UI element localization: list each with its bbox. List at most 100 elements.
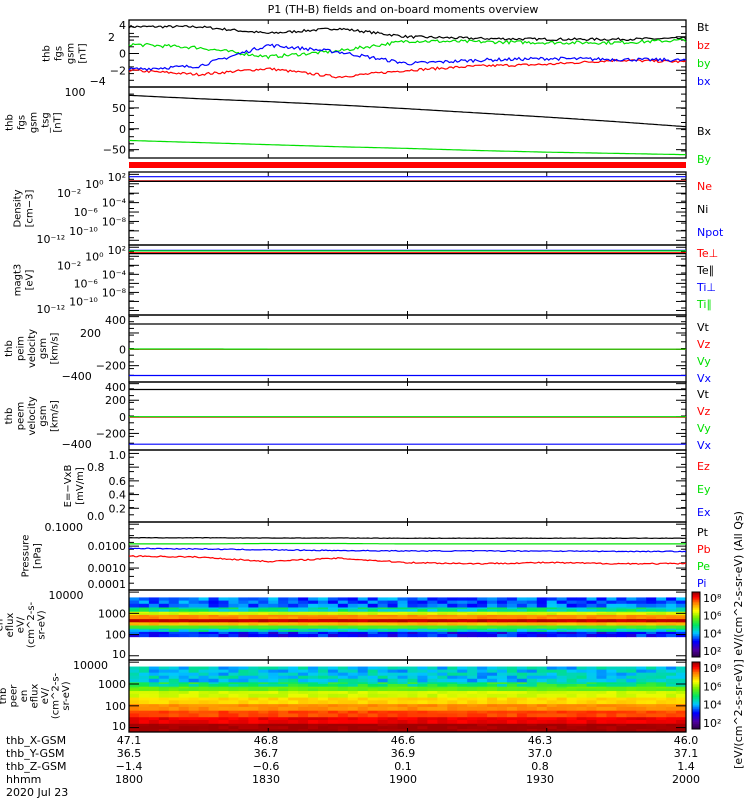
spectrogram-cell [576,666,588,671]
spectrogram-cell [616,726,627,730]
legend-efield-Ez: Ez [697,460,710,473]
pressure-ylabel: Pressure [nPa] [21,535,44,578]
spectrogram-cell [586,618,597,621]
spectrogram-cell [377,600,389,605]
spectrogram-cell [337,675,349,680]
spectrogram-cell [447,703,458,708]
spectrogram-cell [676,603,687,608]
spectrogram-cell [288,700,299,705]
spectrogram-cell [556,716,568,721]
spectrogram-cell [258,621,269,624]
spectrogram-cell [228,681,239,685]
spectrogram-cell [626,693,637,698]
spectrogram-cell [218,681,229,685]
spectrogram-cell [288,600,299,605]
spectrogram-cell [148,681,160,685]
y-axis-label-line: [km/s] [50,332,61,364]
spectrogram-cell [248,600,259,605]
spectrogram-cell [487,723,498,727]
spectrogram-cell [347,713,359,718]
spectrogram-cell [347,614,359,618]
spectrogram-cell [506,614,518,618]
y-axis-label-line: gsm [38,405,49,426]
spectrogram-cell [497,628,508,631]
spectrogram-cell [616,629,627,632]
spectrogram-cell [526,628,538,631]
spectrogram-cell [268,625,279,628]
colorbar-segment [692,718,700,722]
spectrogram-cell [407,631,418,635]
spectrogram-cell [536,603,548,608]
spectrogram-cell [477,623,488,626]
spectrogram-cell [606,616,617,620]
spectrogram-cell [138,631,150,635]
spectrogram-cell [367,620,379,623]
spectrogram-cell [676,623,687,626]
spectrogram-cell [516,723,528,727]
legend-density-Npot: Npot [697,226,724,239]
pressure-frame [128,521,687,591]
legend-pressure-Pe: Pe [697,560,710,573]
spectrogram-cell [148,611,160,614]
spectrogram-cell [636,609,647,612]
spectrogram-cell [497,623,508,626]
spectrogram-cell [506,629,518,632]
colorbar-segment [692,675,700,678]
spectrogram-cell [268,626,279,629]
spectrogram-cell [188,713,200,718]
spectrogram-cell [626,723,637,727]
spectrogram-cell [576,686,588,689]
spectrogram-cell [168,597,180,602]
spectrogram-cell [616,669,627,674]
spectrogram-cell [377,684,389,687]
spectrogram-cell [168,614,180,618]
spectrogram-cell [228,603,239,608]
spectrogram-cell [238,597,249,602]
spectrogram-cell [427,600,438,605]
spectrogram-cell [337,616,349,620]
spectrogram-cell [317,631,329,635]
spectrogram-cell [566,623,578,626]
spectrogram-cell [536,669,548,674]
spectrogram-cell [357,623,369,626]
spectrogram-cell [596,614,607,618]
spectrogram-cell [586,678,597,683]
spectrogram-cell [676,681,687,685]
spectrogram-cell [556,606,568,610]
spectrogram-cell [228,720,239,724]
spectrogram-cell [457,606,468,610]
spectrogram-cell [228,621,239,624]
spectrogram-cell [576,631,588,635]
spectrogram-cell [178,666,190,671]
y-axis-label-line: peem [15,402,26,430]
spectrogram-cell [288,620,299,623]
spectrogram-cell [546,681,558,685]
spectrogram-cell [317,700,329,705]
spectrogram-cell [656,626,667,629]
spectrogram-cell [477,672,488,677]
spectrogram-cell [208,612,220,615]
spectrogram-cell [248,612,259,615]
y-axis-label-line: fgs [54,46,65,61]
spectrogram-cell [477,597,488,602]
peim_velocity-ylabel: thb peim velocity gsm [km/s] [4,329,61,368]
colorbar-segment [692,595,700,598]
spectrogram-cell [317,706,329,711]
spectrogram-cell [258,713,269,718]
spectrogram-cell [278,623,289,626]
spectrogram-cell [268,621,279,624]
spectrogram-cell [427,634,438,638]
spectrogram-cell [656,628,667,631]
spectrogram-cell [546,634,558,638]
spectrogram-cell [477,625,488,628]
spectrogram-cell [248,697,259,701]
spectrogram-cell [188,723,200,727]
spectrogram-cell [387,600,399,605]
spectrogram-cell [516,620,528,623]
spectrogram-cell [148,706,160,711]
spectrogram-cell [148,684,160,687]
spectrogram-cell [308,666,319,671]
spectrogram-cell [148,603,160,608]
spectrogram-cell [387,723,399,727]
spectrogram-cell [427,625,438,628]
